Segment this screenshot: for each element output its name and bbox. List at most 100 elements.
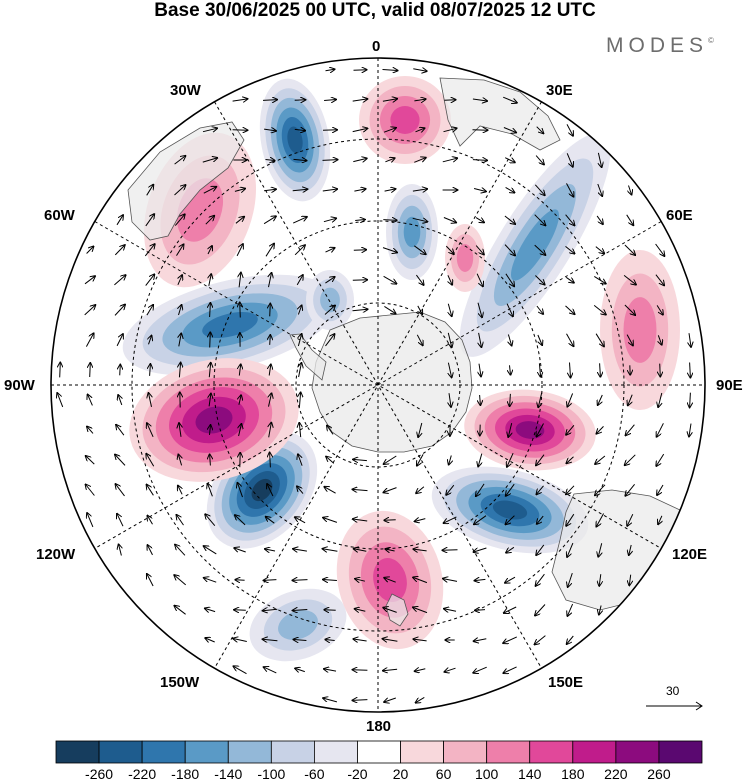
lon-label-150w: 150W — [160, 674, 200, 691]
wind-arrow — [263, 609, 278, 610]
wind-arrow — [322, 160, 338, 161]
wind-arrow — [624, 304, 635, 315]
wind-arrow — [116, 484, 125, 497]
wind-arrow — [594, 275, 605, 283]
wind-arrow — [534, 244, 546, 255]
wind-arrow — [116, 425, 125, 436]
lon-label-0: 0 — [372, 38, 381, 55]
wind-arrow — [507, 452, 514, 467]
wind-arrow — [596, 513, 605, 527]
wind-arrow — [146, 185, 154, 196]
brand-mark: © — [708, 36, 714, 45]
wind-arrow — [85, 333, 93, 347]
wind-arrow — [658, 392, 662, 407]
wind-arrow — [87, 513, 94, 528]
wind-arrow — [473, 666, 487, 673]
wind-arrow — [235, 580, 245, 581]
wind-arrow — [175, 545, 186, 556]
colorbar-tick-label: 260 — [647, 766, 671, 782]
wind-arrow — [508, 422, 511, 437]
wind-arrow — [86, 485, 95, 496]
wind-arrow — [264, 129, 276, 131]
anomaly-contour — [623, 297, 657, 363]
map-frame — [50, 57, 706, 713]
wind-arrow — [177, 515, 184, 526]
wind-arrow — [383, 275, 397, 283]
colorbar-tick-label: 220 — [604, 766, 628, 782]
wind-arrow — [534, 214, 546, 226]
wind-arrow — [475, 217, 484, 223]
wind-arrow — [593, 305, 606, 314]
wind-arrow — [324, 669, 337, 671]
wind-arrow — [567, 603, 574, 616]
wind-arrow — [325, 334, 335, 347]
lon-label-120e: 120E — [672, 546, 708, 563]
wind-arrow — [299, 363, 302, 378]
wind-arrow — [174, 185, 186, 196]
wind-arrow — [239, 273, 241, 288]
wind-arrow — [565, 276, 574, 282]
wind-arrow — [568, 572, 573, 587]
anomaly-contour — [456, 244, 474, 272]
wind-arrow — [503, 666, 517, 673]
lon-label-180: 180 — [366, 718, 392, 735]
wind-arrow — [353, 519, 368, 521]
wind-arrow — [179, 305, 182, 316]
wind-arrow — [596, 215, 603, 224]
map-title: Base 30/06/2025 00 UTC, valid 08/07/2025… — [154, 0, 596, 21]
wind-arrow — [628, 394, 633, 406]
wind-arrow — [597, 426, 604, 433]
wind-arrow — [448, 332, 451, 347]
wind-arrow — [234, 548, 246, 552]
wind-arrow — [656, 305, 663, 314]
wind-arrow — [324, 487, 336, 494]
anomaly-contour — [287, 126, 303, 154]
wind-arrow — [690, 362, 691, 378]
wind-arrow — [418, 305, 422, 314]
wind-arrow — [323, 518, 338, 523]
wind-arrow — [599, 574, 601, 586]
wind-arrow — [504, 215, 515, 224]
wind-arrow — [383, 639, 398, 642]
wind-arrow — [414, 99, 425, 101]
wind-arrow — [239, 395, 241, 405]
wind-arrow — [385, 549, 395, 551]
wind-arrow — [355, 220, 365, 221]
colorbar-bin — [141, 740, 186, 764]
wind-arrow — [413, 549, 427, 551]
wind-arrow — [60, 363, 61, 378]
wind-arrow — [355, 609, 366, 611]
wind-arrow — [480, 394, 481, 405]
wind-arrow — [263, 216, 276, 225]
anomaly-negative — [259, 78, 331, 202]
wind-arrow — [353, 70, 367, 71]
wind-arrow — [444, 609, 457, 612]
wind-arrow — [176, 244, 184, 256]
wind-arrow — [148, 516, 153, 525]
wind-arrow — [656, 453, 665, 466]
lon-label-60e: 60E — [666, 207, 693, 224]
wind-arrow — [265, 160, 275, 161]
wind-arrow — [479, 332, 482, 347]
wind-arrow — [473, 189, 486, 192]
colorbar-bin — [313, 740, 358, 764]
wind-arrow — [293, 610, 308, 611]
wind-arrow — [299, 393, 300, 408]
colorbar-tick-label: 20 — [392, 766, 409, 782]
wind-arrow — [146, 454, 155, 467]
anomaly-positive — [129, 358, 299, 482]
wind-arrow — [504, 244, 515, 256]
wind-arrow — [174, 606, 186, 615]
wind-arrow — [595, 455, 606, 464]
wind-arrow — [353, 158, 366, 161]
wind-arrow — [445, 245, 453, 254]
wind-arrow — [210, 333, 211, 348]
anomaly-negative — [306, 270, 354, 330]
wind-arrow — [298, 454, 303, 466]
wind-arrow — [179, 334, 181, 347]
anomaly-contour — [278, 610, 318, 640]
wind-arrow — [325, 69, 335, 70]
wind-arrow — [323, 698, 338, 703]
wind-arrow — [202, 128, 217, 131]
wind-arrow — [535, 275, 544, 285]
